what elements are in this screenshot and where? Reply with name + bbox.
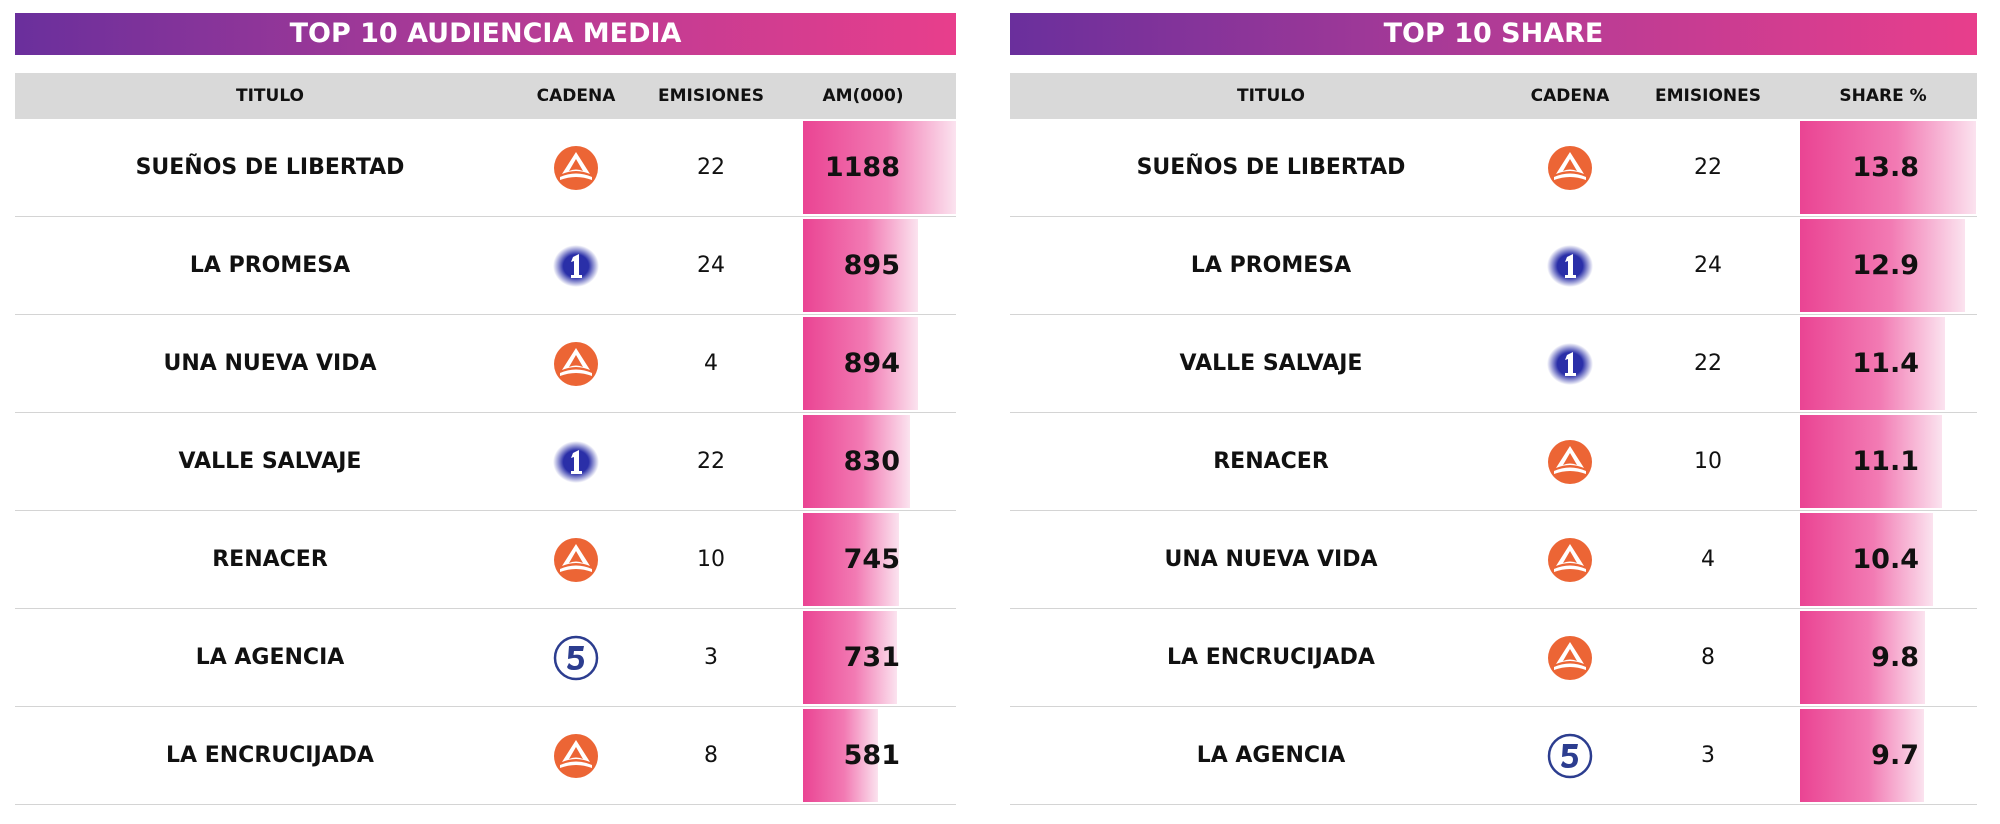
emissions: 22 <box>697 155 725 180</box>
value: 731 <box>843 642 900 673</box>
table-row: LA ENCRUCIJADA 8 9.8 <box>1010 609 1977 707</box>
table-row: VALLE SALVAJE 22 830 <box>15 413 956 511</box>
channel-logo <box>1546 536 1594 584</box>
channel-logo <box>552 732 600 780</box>
channel-logo <box>552 438 600 486</box>
table-row: VALLE SALVAJE 22 11.4 <box>1010 315 1977 413</box>
emissions: 8 <box>1701 645 1715 670</box>
program-title: LA ENCRUCIJADA <box>1167 645 1375 670</box>
table-row: LA PROMESA 24 12.9 <box>1010 217 1977 315</box>
channel-logo <box>1546 340 1594 388</box>
value: 895 <box>843 250 900 281</box>
column-header: AM(000) <box>822 86 904 106</box>
program-title: UNA NUEVA VIDA <box>1164 547 1378 572</box>
emissions: 22 <box>1694 155 1722 180</box>
table-row: SUEÑOS DE LIBERTAD 22 13.8 <box>1010 119 1977 217</box>
emissions: 3 <box>704 645 718 670</box>
emissions: 22 <box>1694 351 1722 376</box>
value: 11.4 <box>1852 348 1919 379</box>
column-header: CADENA <box>536 86 616 106</box>
column-header: EMISIONES <box>658 86 764 106</box>
channel-logo <box>1546 438 1594 486</box>
channel-logo <box>552 536 600 584</box>
value: 1188 <box>824 152 900 183</box>
table-row: RENACER 10 745 <box>15 511 956 609</box>
column-header: SHARE % <box>1839 86 1927 106</box>
value: 10.4 <box>1852 544 1919 575</box>
program-title: LA PROMESA <box>189 253 351 278</box>
value-bar <box>803 611 898 704</box>
emissions: 4 <box>1701 547 1715 572</box>
program-title: LA AGENCIA <box>195 645 345 670</box>
column-header: EMISIONES <box>1655 86 1761 106</box>
value-bar <box>803 219 919 312</box>
channel-logo <box>552 144 600 192</box>
emissions: 24 <box>697 253 725 278</box>
program-title: LA PROMESA <box>1190 253 1352 278</box>
emissions: 10 <box>697 547 725 572</box>
value-bar <box>803 317 919 410</box>
program-title: RENACER <box>1213 449 1329 474</box>
value-bar <box>803 709 878 802</box>
value: 894 <box>843 348 900 379</box>
channel-logo <box>1546 144 1594 192</box>
value: 13.8 <box>1852 152 1919 183</box>
table-row: RENACER 10 11.1 <box>1010 413 1977 511</box>
value-bar <box>1800 121 1976 214</box>
program-title: VALLE SALVAJE <box>178 449 362 474</box>
table-row: SUEÑOS DE LIBERTAD 22 1188 <box>15 119 956 217</box>
value: 9.7 <box>1871 740 1919 771</box>
value-bar <box>1800 513 1933 606</box>
channel-logo <box>552 634 600 682</box>
channel-logo <box>552 340 600 388</box>
emissions: 3 <box>1701 743 1715 768</box>
column-header: TITULO <box>236 86 304 106</box>
program-title: LA AGENCIA <box>1196 743 1346 768</box>
header-row: TITULO CADENA EMISIONES SHARE % <box>1010 73 1977 119</box>
panel: TOP 10 AUDIENCIA MEDIA TITULO CADENA EMISIO… <box>15 13 956 813</box>
emissions: 4 <box>704 351 718 376</box>
header-row: TITULO CADENA EMISIONES AM(000) <box>15 73 956 119</box>
channel-logo <box>1546 634 1594 682</box>
program-title: RENACER <box>212 547 328 572</box>
program-title: SUEÑOS DE LIBERTAD <box>1136 155 1406 180</box>
program-title: SUEÑOS DE LIBERTAD <box>135 155 405 180</box>
value: 9.8 <box>1871 642 1919 673</box>
value-bar <box>1800 611 1925 704</box>
value-bar <box>803 513 899 606</box>
channel-logo <box>552 242 600 290</box>
panel-title: TOP 10 AUDIENCIA MEDIA <box>15 13 956 55</box>
table-row: UNA NUEVA VIDA 4 10.4 <box>1010 511 1977 609</box>
emissions: 10 <box>1694 449 1722 474</box>
emissions: 22 <box>697 449 725 474</box>
program-title: UNA NUEVA VIDA <box>163 351 377 376</box>
emissions: 24 <box>1694 253 1722 278</box>
program-title: VALLE SALVAJE <box>1179 351 1363 376</box>
panel: TOP 10 SHARE TITULO CADENA EMISIONES SHARE %… <box>1010 13 1977 813</box>
column-header: TITULO <box>1237 86 1305 106</box>
value: 12.9 <box>1852 250 1919 281</box>
value-bar <box>1800 415 1942 508</box>
emissions: 8 <box>704 743 718 768</box>
column-header: CADENA <box>1530 86 1610 106</box>
table-row: UNA NUEVA VIDA 4 894 <box>15 315 956 413</box>
value-bar <box>1800 317 1946 410</box>
value-bar <box>1800 709 1924 802</box>
value: 745 <box>843 544 900 575</box>
table-row: LA AGENCIA 3 731 <box>15 609 956 707</box>
table-row: LA PROMESA 24 895 <box>15 217 956 315</box>
table-row: LA AGENCIA 3 9.7 <box>1010 707 1977 805</box>
value: 581 <box>843 740 900 771</box>
value-bar <box>803 121 956 214</box>
value: 830 <box>843 446 900 477</box>
value-bar <box>1800 219 1965 312</box>
program-title: LA ENCRUCIJADA <box>166 743 374 768</box>
channel-logo <box>1546 732 1594 780</box>
channel-logo <box>1546 242 1594 290</box>
value: 11.1 <box>1852 446 1919 477</box>
panel-title: TOP 10 SHARE <box>1010 13 1977 55</box>
table-row: LA ENCRUCIJADA 8 581 <box>15 707 956 805</box>
value-bar <box>803 415 910 508</box>
